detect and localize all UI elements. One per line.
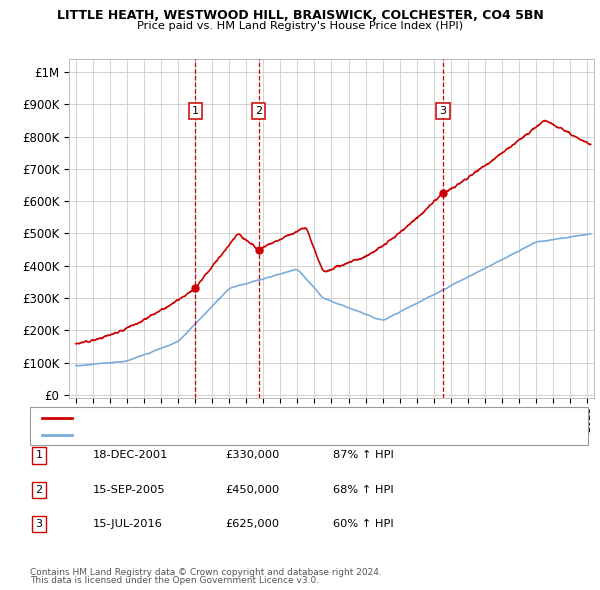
Text: 2: 2 [35, 485, 43, 494]
Text: £625,000: £625,000 [225, 519, 279, 529]
Text: 2: 2 [255, 106, 262, 116]
Text: This data is licensed under the Open Government Licence v3.0.: This data is licensed under the Open Gov… [30, 576, 319, 585]
Text: 60% ↑ HPI: 60% ↑ HPI [333, 519, 394, 529]
Text: LITTLE HEATH, WESTWOOD HILL, BRAISWICK, COLCHESTER, CO4 5BN (detached house): LITTLE HEATH, WESTWOOD HILL, BRAISWICK, … [78, 413, 515, 423]
Text: 87% ↑ HPI: 87% ↑ HPI [333, 451, 394, 460]
Text: 68% ↑ HPI: 68% ↑ HPI [333, 485, 394, 494]
Text: LITTLE HEATH, WESTWOOD HILL, BRAISWICK, COLCHESTER, CO4 5BN: LITTLE HEATH, WESTWOOD HILL, BRAISWICK, … [56, 9, 544, 22]
Text: Price paid vs. HM Land Registry's House Price Index (HPI): Price paid vs. HM Land Registry's House … [137, 21, 463, 31]
Text: £450,000: £450,000 [225, 485, 279, 494]
Text: 1: 1 [35, 451, 43, 460]
Text: 15-JUL-2016: 15-JUL-2016 [93, 519, 163, 529]
Text: Contains HM Land Registry data © Crown copyright and database right 2024.: Contains HM Land Registry data © Crown c… [30, 568, 382, 577]
Text: 3: 3 [439, 106, 446, 116]
Text: 1: 1 [191, 106, 199, 116]
Text: 3: 3 [35, 519, 43, 529]
Text: HPI: Average price, detached house, Colchester: HPI: Average price, detached house, Colc… [78, 430, 316, 440]
Text: 15-SEP-2005: 15-SEP-2005 [93, 485, 166, 494]
Text: 18-DEC-2001: 18-DEC-2001 [93, 451, 169, 460]
Text: £330,000: £330,000 [225, 451, 280, 460]
